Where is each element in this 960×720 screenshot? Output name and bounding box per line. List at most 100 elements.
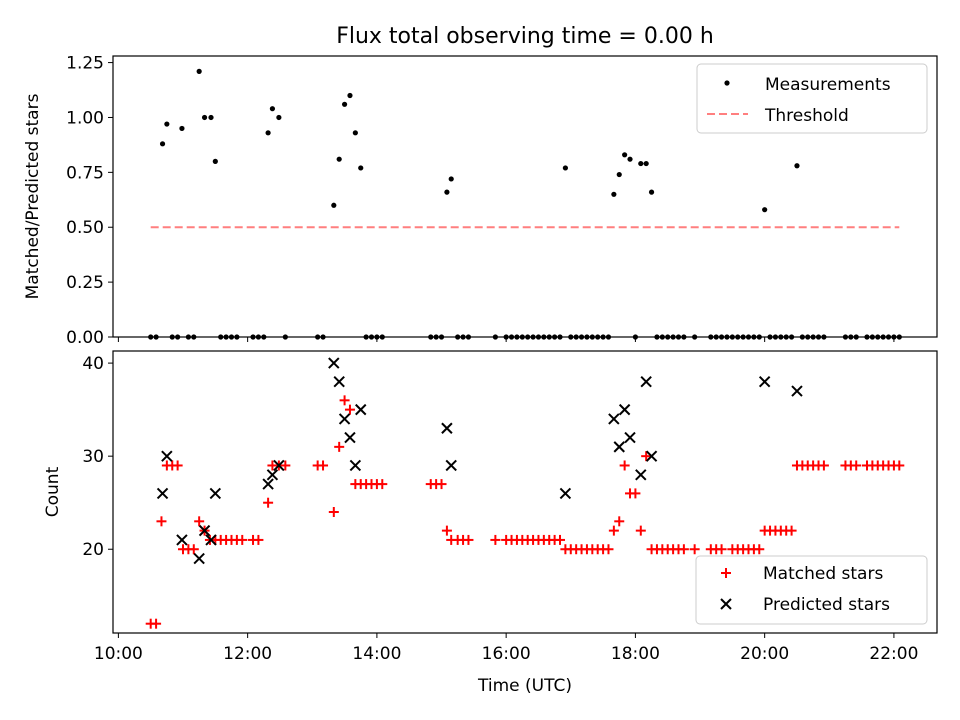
predicted-star-point (441, 422, 453, 434)
predicted-star-point (791, 385, 803, 397)
matched-star-point (608, 525, 619, 536)
measurement-point (352, 130, 358, 136)
matched-star-point (851, 460, 862, 471)
matched-star-point (463, 534, 474, 545)
matched-star-point (614, 516, 625, 527)
bottom-xtick-label: 18:00 (611, 644, 660, 664)
predicted-star-point (338, 413, 351, 425)
bottom-marks (145, 357, 905, 629)
measurement-point (627, 156, 633, 162)
matched-star-point (377, 479, 388, 490)
measurement-point (179, 125, 185, 132)
predicted-star-point (209, 487, 222, 500)
legend-threshold-label: Threshold (764, 106, 849, 126)
top-legend-box (696, 63, 928, 134)
measurement-point (347, 92, 353, 99)
matched-star-point (172, 460, 183, 471)
matched-star-point (151, 618, 162, 629)
bottom-xtick-label: 12:00 (223, 644, 272, 664)
matched-star-point (619, 460, 630, 471)
legend-matched-label: Matched stars (763, 564, 883, 584)
measurement-point (562, 165, 568, 171)
predicted-star-point (193, 552, 205, 565)
matched-star-point (344, 404, 355, 415)
measurement-point (201, 114, 208, 121)
matched-star-point (263, 497, 274, 508)
predicted-star-point (273, 459, 285, 472)
chart-title: Flux total observing time = 0.00 h (336, 24, 714, 49)
matched-star-point (635, 525, 646, 536)
matched-star-point (716, 544, 727, 555)
top-ytick-label: 0.00 (66, 328, 104, 348)
legend-measurements-marker (724, 80, 730, 86)
measurement-point (762, 207, 768, 213)
bottom-xtick-label: 16:00 (482, 644, 531, 664)
measurement-point (638, 160, 644, 167)
x-axis-label: Time (UTC) (477, 676, 572, 696)
measurement-point (358, 165, 364, 171)
measurement-point (611, 191, 617, 197)
bottom-xtick-label: 22:00 (869, 644, 918, 664)
measurement-point (616, 171, 622, 178)
legend-predicted-marker (720, 598, 732, 610)
measurement-point (336, 156, 342, 162)
predicted-star-point (758, 376, 771, 388)
predicted-star-point (608, 413, 620, 425)
measurement-point (648, 189, 655, 195)
matched-star-point (641, 451, 652, 462)
matched-star-point (280, 460, 291, 471)
bottom-ytick-label: 30 (82, 447, 104, 467)
bottom-xtick-label: 20:00 (740, 644, 789, 664)
predicted-star-point (618, 403, 631, 416)
bottom-xtick-label: 10:00 (94, 644, 143, 664)
predicted-star-point (205, 534, 217, 546)
top-ytick-label: 1.00 (66, 108, 104, 128)
bottom-xtick-label: 14:00 (352, 644, 401, 664)
measurement-point (341, 101, 348, 107)
matched-star-point (754, 544, 765, 555)
measurement-point (794, 163, 800, 169)
predicted-star-point (198, 524, 211, 537)
top-y-ticks: 0.00 0.25 0.50 0.75 1.00 1.25 (66, 54, 113, 348)
top-legend: Measurements Threshold (696, 63, 928, 134)
predicted-star-point (624, 431, 636, 444)
predicted-star-point (640, 376, 652, 388)
matched-star-point (689, 544, 700, 555)
bottom-axes-frame (112, 350, 938, 634)
bottom-y-axis-label: Count (43, 466, 63, 517)
top-ytick-label: 0.25 (66, 273, 104, 293)
predicted-star-point (333, 376, 345, 388)
predicted-star-point (613, 441, 625, 453)
matched-star-point (678, 544, 689, 555)
measurement-point (208, 114, 214, 121)
legend-measurements-label: Measurements (765, 75, 891, 95)
matched-star-point (786, 525, 797, 536)
matched-star-point (490, 534, 501, 545)
top-ytick-label: 0.50 (66, 218, 104, 238)
predicted-star-point (161, 450, 173, 462)
measurement-point (643, 160, 649, 167)
top-y-axis-label: Matched/Predicted stars (23, 93, 43, 299)
measurement-point (448, 176, 454, 182)
bottom-x-ticks: 10:00 12:00 14:00 16:00 18:00 20:00 22:00 (94, 633, 918, 664)
matched-star-point (328, 507, 339, 518)
predicted-star-point (445, 459, 457, 472)
top-x-ticks (117, 337, 895, 342)
predicted-star-point (262, 478, 274, 490)
matched-star-point (237, 534, 248, 545)
matched-star-point (339, 395, 350, 406)
bottom-legend: Matched stars Predicted stars (695, 555, 928, 625)
matched-star-point (818, 460, 829, 471)
matched-star-point (436, 479, 447, 490)
predicted-star-point (559, 487, 572, 500)
measurement-point (196, 68, 202, 74)
measurement-point (269, 106, 276, 112)
measurement-point (265, 130, 271, 136)
matched-star-point (441, 525, 452, 536)
top-ytick-label: 0.75 (66, 163, 104, 183)
matched-star-point (334, 441, 345, 452)
measurement-point (212, 158, 218, 164)
predicted-star-point (176, 534, 188, 546)
predicted-star-point (328, 357, 340, 369)
matched-star-point (156, 516, 167, 527)
